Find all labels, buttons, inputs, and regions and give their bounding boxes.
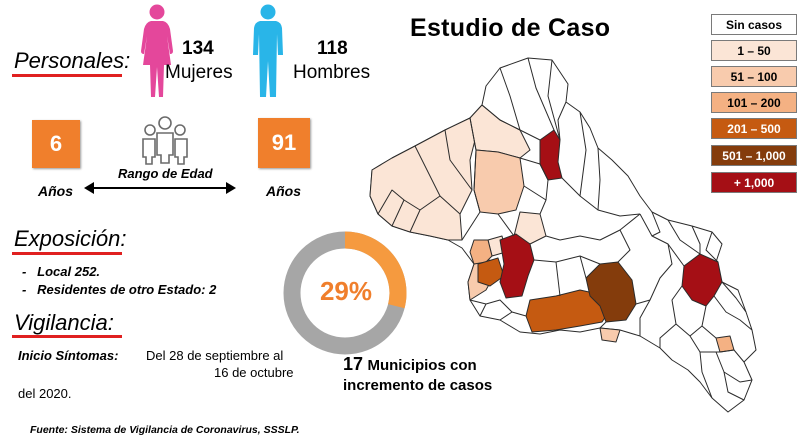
map-region <box>585 261 637 323</box>
max-age-box: 91 <box>258 118 310 168</box>
max-age-unit: Años <box>266 183 301 199</box>
percent-donut-chart <box>283 231 407 355</box>
female-person-icon <box>141 4 173 97</box>
map-region <box>369 117 477 241</box>
personales-underline <box>12 74 122 77</box>
legend-item: 1 – 50 <box>711 40 797 61</box>
personales-label: Personales: <box>14 48 131 73</box>
map-region <box>513 211 547 245</box>
inicio-sintomas-line2: 16 de octubre <box>214 365 294 380</box>
state-municipalities-map <box>369 57 757 413</box>
map-region <box>599 327 621 343</box>
municipios-text: 17 Municipios con incremento de casos <box>343 354 492 396</box>
donut-percent-arc <box>344 231 407 309</box>
vigilancia-label: Vigilancia: <box>14 310 114 335</box>
municipios-line1: Municipios con <box>367 357 477 374</box>
male-person-icon <box>253 4 283 97</box>
municipios-line2: incremento de casos <box>343 377 493 394</box>
inicio-sintomas-line1: Del 28 de septiembre al <box>146 348 284 363</box>
legend-item: 51 – 100 <box>711 66 797 87</box>
hombres-label: Hombres <box>293 62 371 83</box>
page-title: Estudio de Caso <box>410 14 611 42</box>
mujeres-count: 134 <box>182 38 214 59</box>
legend-item: 501 – 1,000 <box>711 145 797 166</box>
legend-item: 101 – 200 <box>711 92 797 113</box>
age-range-arrow <box>84 182 236 194</box>
map-region <box>499 233 535 299</box>
list-item: - Local 252. <box>22 264 101 279</box>
vigilancia-underline <box>12 335 122 338</box>
group-people-icon <box>142 116 188 165</box>
hombres-count: 118 <box>317 38 348 59</box>
map-region <box>477 257 505 287</box>
age-range-label: Rango de Edad <box>118 166 213 181</box>
donut-percent-label: 29% <box>319 276 373 306</box>
exposicion-list: - Local 252. - Residentes de otro Estado… <box>22 263 216 299</box>
legend-item: 201 – 500 <box>711 118 797 139</box>
exposicion-underline <box>12 252 122 255</box>
map-region <box>473 149 525 215</box>
inicio-sintomas-line3: del 2020. <box>18 386 72 401</box>
mujeres-label: Mujeres <box>165 62 233 83</box>
list-item: - Residentes de otro Estado: 2 <box>22 282 217 297</box>
min-age-unit: Años <box>38 183 73 199</box>
exposicion-label: Exposición: <box>14 226 127 251</box>
map-region <box>525 289 611 333</box>
legend-item: + 1,000 <box>711 172 797 193</box>
legend-item: Sin casos <box>711 14 797 35</box>
source-note: Fuente: Sistema de Vigilancia de Coronav… <box>30 424 300 436</box>
min-age-box: 6 <box>32 120 80 168</box>
inicio-sintomas-label: Inicio Síntomas: <box>18 348 119 363</box>
municipios-count: 17 <box>343 354 364 374</box>
